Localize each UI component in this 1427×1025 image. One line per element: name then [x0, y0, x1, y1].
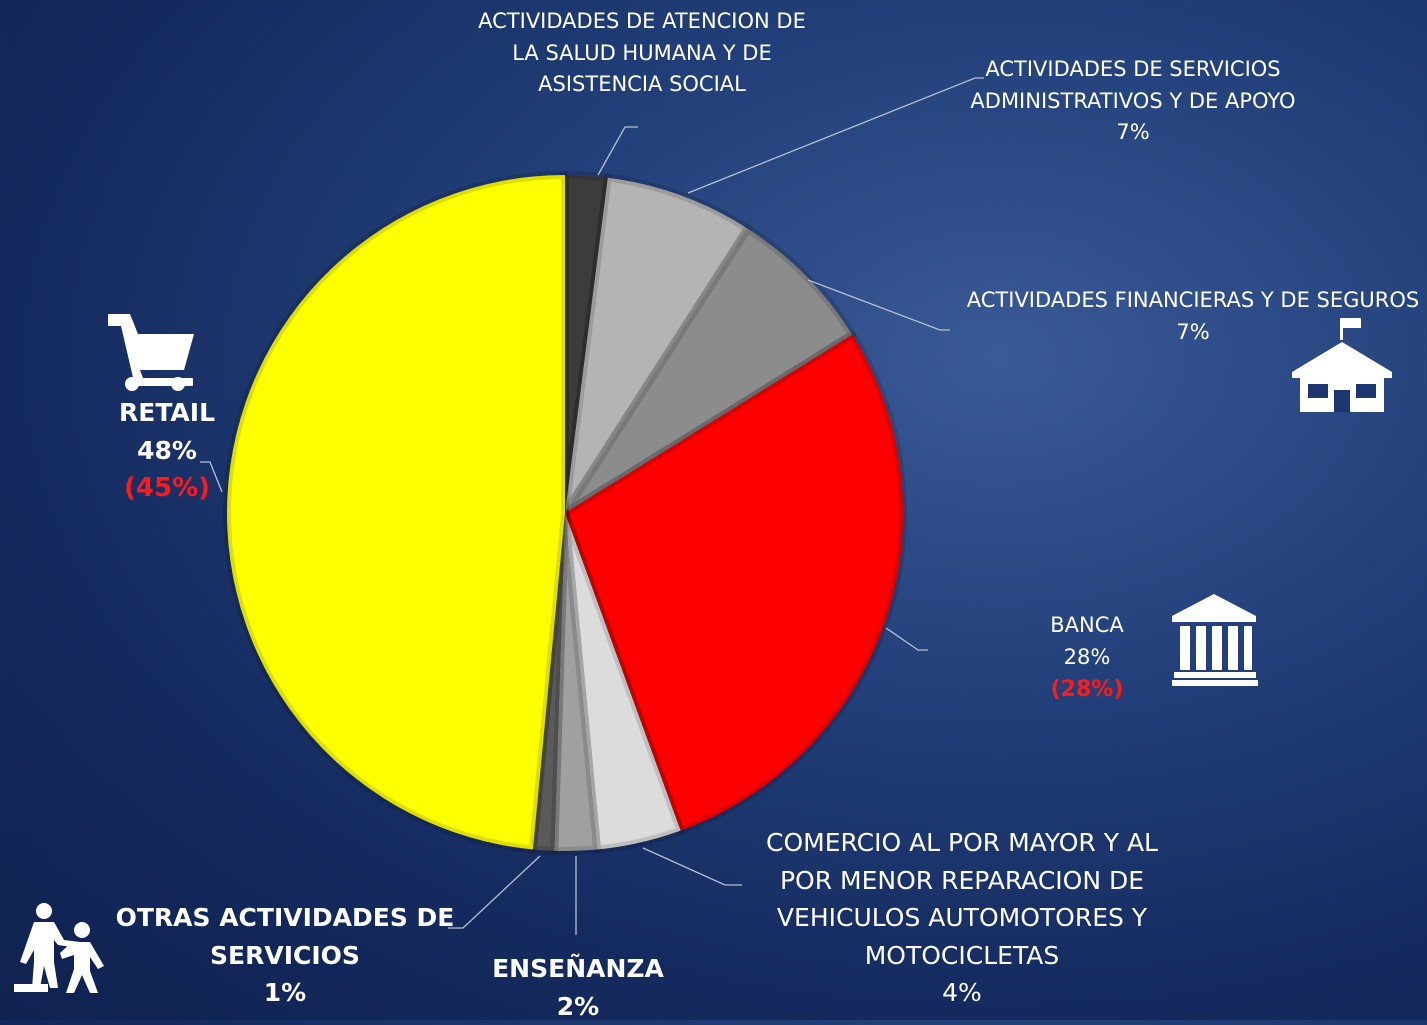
comparison-label: (28%) [987, 673, 1187, 706]
comparison-label: (45%) [67, 469, 267, 508]
pie-slice [227, 175, 565, 849]
value-label: 1% [115, 974, 455, 1012]
page: (() => { const data = JSON.parse(documen… [0, 0, 1427, 1020]
category-label: ENSEÑANZA [458, 950, 698, 988]
slice-label: ACTIVIDADES DE ATENCION DE LA SALUD HUMA… [462, 6, 822, 101]
leader-line [886, 628, 928, 650]
value-label: 7% [958, 317, 1427, 349]
category-label: COMERCIO AL POR MAYOR Y AL POR MENOR REP… [742, 824, 1182, 974]
value-label: 2% [458, 988, 698, 1025]
icon-people [14, 903, 104, 993]
category-label: ACTIVIDADES FINANCIERAS Y DE SEGUROS [958, 285, 1427, 317]
value-label: 28% [987, 642, 1187, 674]
category-label: ACTIVIDADES DE ATENCION DE LA SALUD HUMA… [462, 6, 822, 101]
category-label: BANCA [987, 610, 1187, 642]
category-label: RETAIL [67, 394, 267, 432]
icon-cart [108, 314, 194, 391]
category-label: OTRAS ACTIVIDADES DE SERVICIOS [115, 899, 455, 974]
leader-line [598, 127, 638, 175]
value-label: 7% [968, 117, 1298, 149]
slice-label: COMERCIO AL POR MAYOR Y AL POR MENOR REP… [742, 824, 1182, 1012]
value-label: 4% [742, 974, 1182, 1012]
category-label: ACTIVIDADES DE SERVICIOS ADMINISTRATIVOS… [968, 54, 1298, 117]
leader-line [448, 856, 540, 928]
value-label: 48% [67, 432, 267, 470]
leader-line [643, 848, 742, 885]
chart [0, 0, 1427, 1020]
slice-label: ACTIVIDADES DE SERVICIOS ADMINISTRATIVOS… [968, 54, 1298, 149]
